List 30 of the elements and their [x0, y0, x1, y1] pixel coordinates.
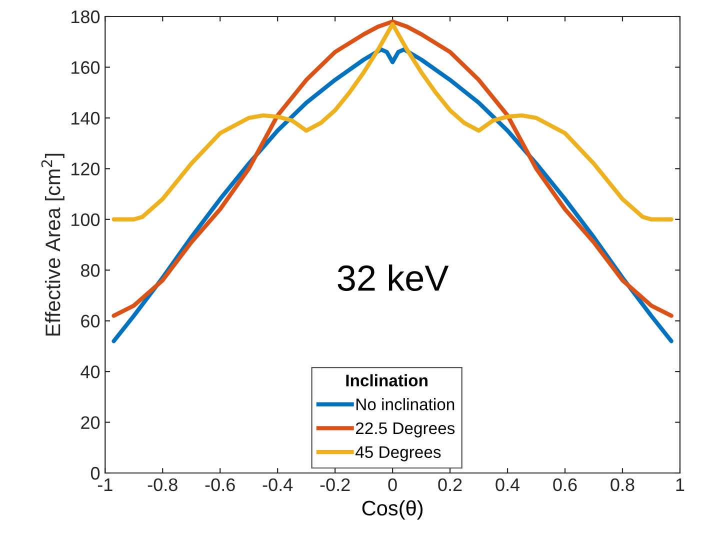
x-tick-label: 0.6: [553, 478, 577, 492]
y-axis-title: Effective Area [cm$^{2}$]: [41, 154, 64, 336]
x-tick-label: 0.4: [496, 478, 520, 492]
y-tick-label: 120: [72, 162, 100, 176]
x-tick-label: -0.2: [320, 478, 350, 492]
legend-label: 45 Degrees: [356, 446, 441, 462]
x-tick-label: 0.2: [438, 478, 462, 492]
y-tick-label: 20: [81, 416, 100, 429]
y-tick-label: 160: [72, 61, 100, 74]
legend-label: No inclination: [356, 398, 454, 410]
y-tick-label: 100: [72, 213, 100, 226]
line-series: [112, 22, 674, 222]
x-tick-label: -0.4: [262, 478, 293, 492]
legend-label: 22.5 Degrees: [356, 422, 455, 438]
x-tick-label: -1: [98, 478, 112, 491]
legend-title: Inclination: [346, 374, 428, 386]
x-tick-label: -0.6: [205, 478, 235, 492]
y-tick-label: 0: [90, 466, 100, 480]
y-tick-label: 60: [81, 314, 100, 328]
y-tick-label: 80: [80, 264, 100, 277]
annotation: 32 keV: [338, 264, 449, 291]
y-tick-label: 40: [80, 365, 100, 378]
x-tick-label: 0.8: [610, 478, 634, 492]
y-tick-label: 180: [72, 10, 100, 24]
x-tick-label: 1: [676, 478, 684, 491]
x-tick-label: 0: [388, 478, 397, 492]
x-tick-label: -0.8: [148, 478, 178, 492]
x-axis-title: Cos(θ): [362, 500, 423, 520]
line-series: [112, 19, 674, 318]
y-tick-label: 140: [72, 112, 100, 125]
